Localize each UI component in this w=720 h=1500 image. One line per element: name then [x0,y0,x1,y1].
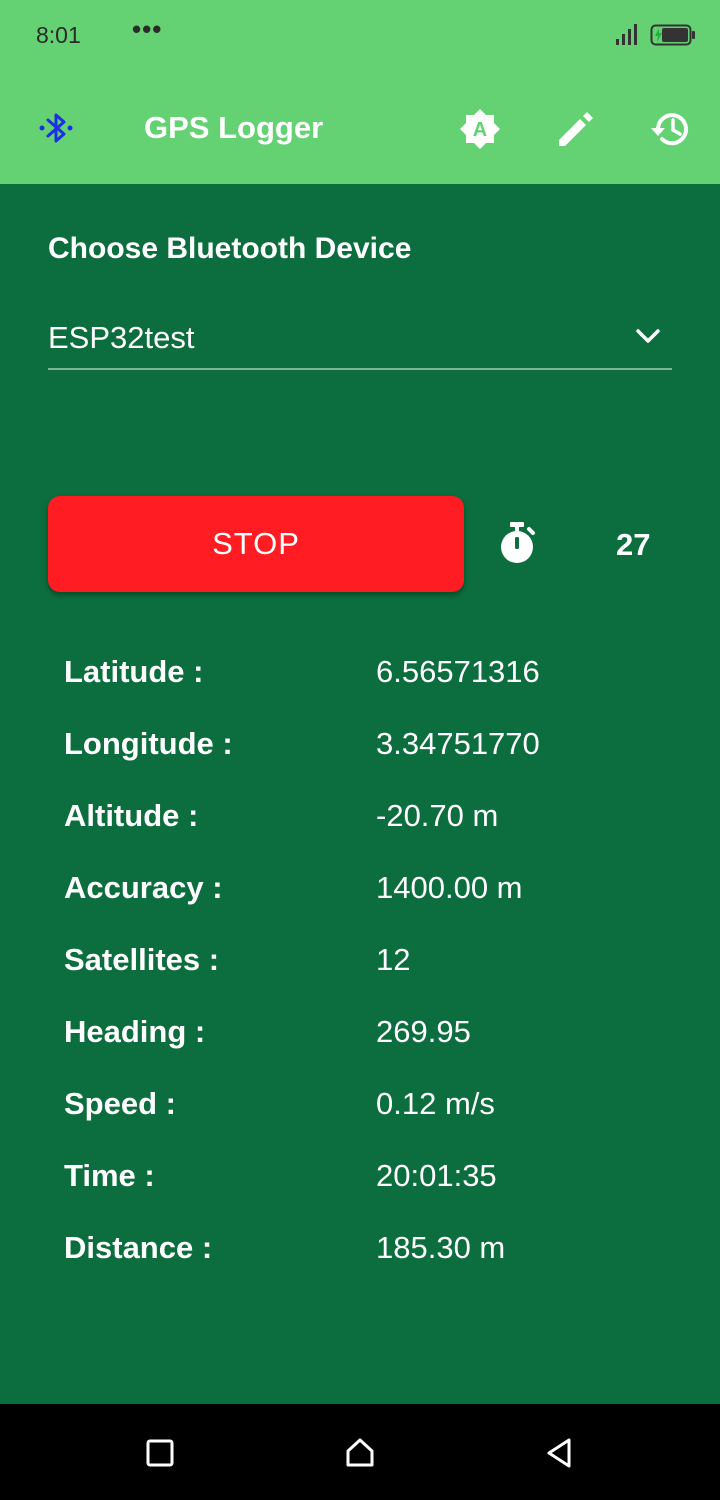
reading-value: 185.30 m [376,1230,506,1265]
chevron-down-icon [636,329,660,343]
timer-icon [501,522,535,563]
reading-row-altitude: Altitude : -20.70 m [64,798,684,870]
stop-button[interactable]: STOP [48,496,464,592]
bluetooth-icon[interactable] [36,108,76,148]
reading-value: 20:01:35 [376,1158,497,1193]
choose-device-label: Choose Bluetooth Device [48,232,412,265]
reading-row-latitude: Latitude : 6.56571316 [64,654,684,726]
reading-row-speed: Speed : 0.12 m/s [64,1086,684,1158]
reading-label: Speed : [64,1086,176,1121]
system-nav-bar [0,1404,720,1500]
reading-value: 3.34751770 [376,726,540,761]
history-icon[interactable] [648,106,694,152]
elapsed-counter: 27 [616,527,651,562]
svg-text:A: A [473,119,487,141]
battery-icon [650,24,695,46]
reading-label: Distance : [64,1230,213,1265]
readings-list: Latitude : 6.56571316 Longitude : 3.3475… [64,654,684,1302]
reading-row-time: Time : 20:01:35 [64,1158,684,1230]
reading-value: 0.12 m/s [376,1086,495,1121]
reading-value: 1400.00 m [376,870,523,905]
app-bar: GPS Logger A [0,72,720,184]
reading-row-satellites: Satellites : 12 [64,942,684,1014]
reading-label: Time : [64,1158,155,1193]
recent-apps-icon[interactable] [143,1436,177,1470]
reading-label: Longitude : [64,726,233,761]
reading-row-distance: Distance : 185.30 m [64,1230,684,1302]
reading-row-heading: Heading : 269.95 [64,1014,684,1086]
reading-value: -20.70 m [376,798,499,833]
reading-value: 6.56571316 [376,654,540,689]
reading-row-accuracy: Accuracy : 1400.00 m [64,870,684,942]
back-icon[interactable] [543,1436,577,1470]
signal-icon [616,24,637,45]
reading-label: Altitude : [64,798,199,833]
reading-label: Latitude : [64,654,204,689]
reading-label: Satellites : [64,942,220,977]
notification-dots-icon: ••• [132,14,163,44]
home-icon[interactable] [343,1436,377,1470]
reading-row-longitude: Longitude : 3.34751770 [64,726,684,798]
app-title: GPS Logger [144,110,324,145]
status-time: 8:01 [36,22,81,48]
device-dropdown-value: ESP32test [48,320,195,355]
edit-icon[interactable] [553,106,599,152]
reading-label: Accuracy : [64,870,223,905]
status-bar: 8:01 ••• [0,0,720,72]
device-dropdown[interactable]: ESP32test [48,304,672,370]
reading-label: Heading : [64,1014,206,1049]
reading-value: 269.95 [376,1014,471,1049]
reading-value: 12 [376,942,411,977]
auto-brightness-icon[interactable]: A [457,106,503,152]
